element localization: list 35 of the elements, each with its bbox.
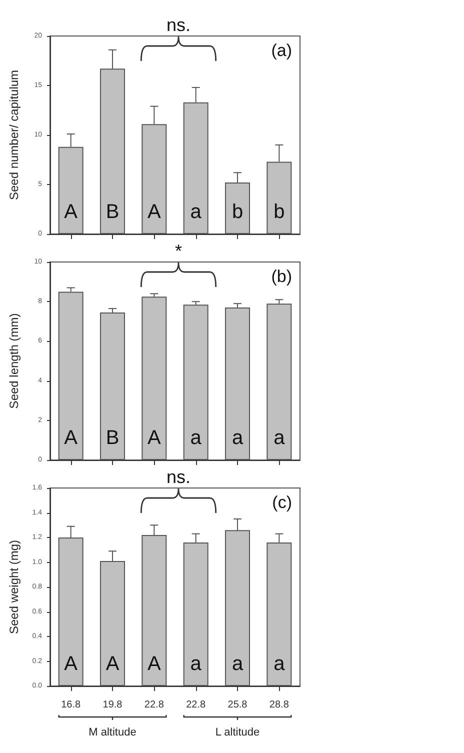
text: ns. (166, 15, 191, 35)
data-label: A (64, 201, 78, 223)
y-axis-title: Seed number/ capitulum (7, 70, 21, 200)
x-tick-label: 25.8 (228, 700, 248, 710)
data-label: A (147, 201, 162, 223)
data-label: A (147, 653, 162, 675)
text: ns. (166, 467, 191, 487)
data-label: B (106, 201, 120, 223)
x-tick-label: 19.8 (102, 700, 123, 710)
data-label: a (190, 427, 202, 449)
data-label: A (64, 653, 78, 675)
data-label: a (190, 653, 202, 675)
data-label: B (106, 427, 120, 449)
data-label: b (232, 201, 244, 223)
data-label: b (274, 201, 285, 223)
x-tick-label: 22.8 (186, 700, 206, 710)
y-axis-title: Seed weight (mg) (7, 540, 21, 634)
annotation: (a) (271, 41, 292, 60)
text: * (174, 241, 182, 261)
x-tick-label: 28.8 (269, 700, 290, 710)
data-label: A (147, 427, 162, 449)
x-tick-label: 22.8 (144, 700, 164, 710)
data-label: A (64, 427, 78, 449)
text: M altitude (88, 726, 136, 738)
data-label: a (232, 427, 244, 449)
x-tick-label: 16.8 (61, 700, 81, 710)
y-axis-title: Seed length (mm) (7, 313, 21, 409)
data-label: a (274, 653, 286, 675)
annotation: (c) (272, 493, 292, 512)
text: L altitude (215, 726, 260, 738)
annotation: (b) (271, 267, 292, 286)
data-label: a (190, 201, 202, 223)
data-label: a (232, 653, 244, 675)
data-label: A (106, 653, 120, 675)
data-label: a (274, 427, 286, 449)
